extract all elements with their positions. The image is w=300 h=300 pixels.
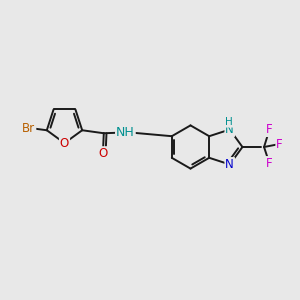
Text: H: H — [225, 117, 233, 127]
Text: F: F — [276, 137, 283, 151]
Text: F: F — [266, 123, 273, 136]
Text: F: F — [266, 157, 273, 170]
Text: O: O — [60, 136, 69, 150]
Text: NH: NH — [116, 126, 135, 139]
Text: N: N — [225, 123, 234, 136]
Text: O: O — [98, 147, 107, 160]
Text: Br: Br — [22, 122, 35, 135]
Text: N: N — [225, 158, 234, 171]
